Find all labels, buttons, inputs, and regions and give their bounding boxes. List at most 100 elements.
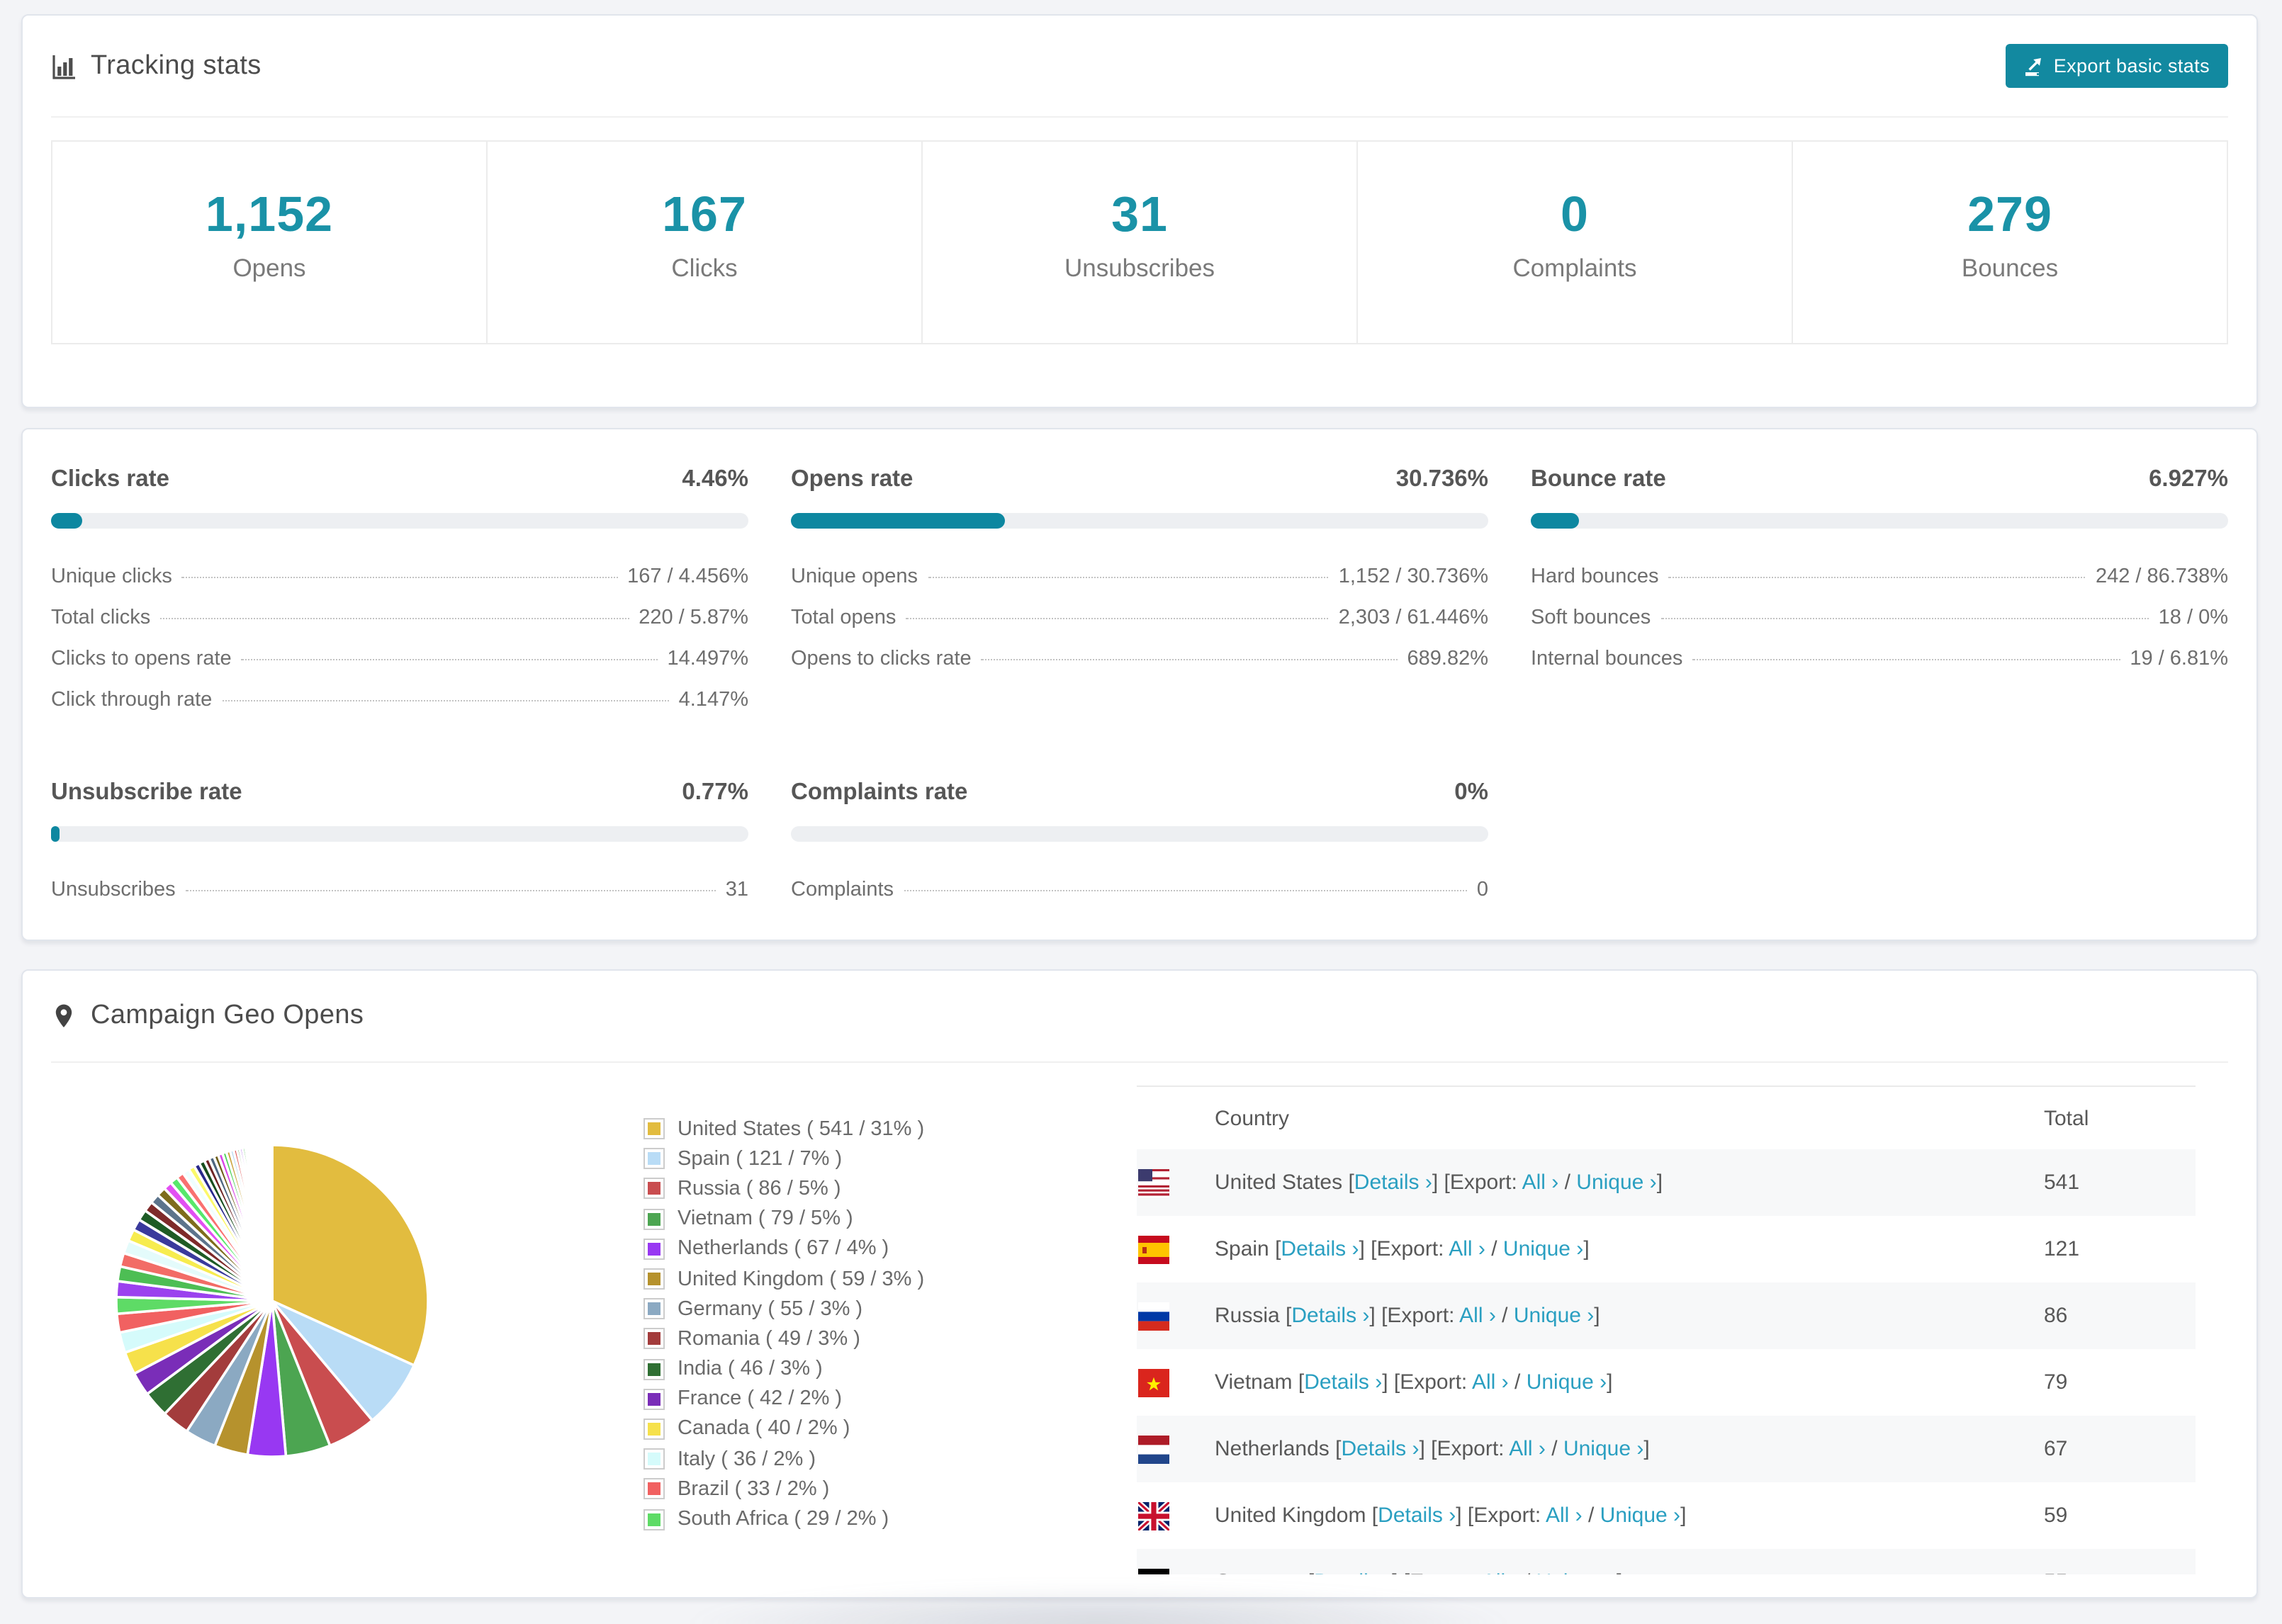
- legend-item-united-kingdom[interactable]: United Kingdom ( 59 / 3% ): [643, 1264, 924, 1294]
- legend-label: United States ( 541 / 31% ): [678, 1117, 925, 1141]
- legend-item-canada[interactable]: Canada ( 40 / 2% ): [643, 1414, 924, 1444]
- table-row-us: United States [Details ›] [Export: All ›…: [1137, 1149, 2196, 1216]
- legend-item-spain[interactable]: Spain ( 121 / 7% ): [643, 1144, 924, 1173]
- export-all-link[interactable]: All ›: [1522, 1171, 1559, 1195]
- legend-item-united-states[interactable]: United States ( 541 / 31% ): [643, 1114, 924, 1144]
- detail-label: Hard bounces: [1531, 565, 1659, 587]
- details-link[interactable]: Details ›: [1304, 1370, 1383, 1394]
- export-all-link[interactable]: All ›: [1545, 1504, 1583, 1528]
- stat-label: Bounces: [1961, 254, 2059, 282]
- export-unique-link[interactable]: Unique ›: [1536, 1570, 1617, 1574]
- detail-value: 14.497%: [667, 647, 749, 670]
- row-text: Netherlands [: [1215, 1437, 1342, 1461]
- rate-block-opens-rate: Opens rate 30.736% Unique opens 1,152 / …: [791, 466, 1488, 720]
- detail-label: Complaints: [791, 878, 894, 901]
- export-all-link[interactable]: All ›: [1449, 1237, 1485, 1261]
- legend-label: Germany ( 55 / 3% ): [678, 1297, 863, 1321]
- details-link[interactable]: Details ›: [1314, 1570, 1392, 1574]
- rate-detail-row: Total opens 2,303 / 61.446%: [791, 597, 1488, 638]
- legend-label: United Kingdom ( 59 / 3% ): [678, 1268, 925, 1291]
- legend-item-vietnam[interactable]: Vietnam ( 79 / 5% ): [643, 1204, 924, 1234]
- row-text: United States [: [1215, 1171, 1354, 1195]
- detail-label: Unique clicks: [51, 565, 172, 587]
- flag-icon-ru: [1138, 1302, 1169, 1330]
- row-text: ] [Export:: [1419, 1437, 1510, 1461]
- legend-item-india[interactable]: India ( 46 / 3% ): [643, 1354, 924, 1384]
- rate-detail-row: Soft bounces 18 / 0%: [1531, 597, 2228, 638]
- dotted-leader: [981, 658, 1398, 660]
- country-column-header: Country: [1215, 1106, 1290, 1130]
- legend-item-russia[interactable]: Russia ( 86 / 5% ): [643, 1174, 924, 1204]
- bar-chart-icon: [52, 55, 75, 79]
- dotted-leader: [906, 617, 1329, 619]
- flag-icon-es: [1138, 1235, 1169, 1263]
- legend-swatch: [643, 1418, 665, 1440]
- dotted-leader: [241, 658, 658, 660]
- export-all-link[interactable]: All ›: [1459, 1304, 1496, 1328]
- table-row-nl: Netherlands [Details ›] [Export: All › /…: [1137, 1416, 2196, 1482]
- details-link[interactable]: Details ›: [1281, 1237, 1359, 1261]
- rate-title: Opens rate: [791, 466, 914, 492]
- rate-block-bounce-rate: Bounce rate 6.927% Hard bounces 242 / 86…: [1531, 466, 2228, 720]
- legend-item-south-africa[interactable]: South Africa ( 29 / 2% ): [643, 1504, 924, 1534]
- legend-item-italy[interactable]: Italy ( 36 / 2% ): [643, 1444, 924, 1474]
- total-cell: 86: [2044, 1304, 2068, 1328]
- legend-swatch: [643, 1178, 665, 1200]
- export-button-label: Export basic stats: [2053, 55, 2210, 77]
- row-text: ]: [1680, 1504, 1687, 1528]
- rate-block-unsubscribe-rate: Unsubscribe rate 0.77% Unsubscribes 31: [51, 779, 748, 910]
- export-unique-link[interactable]: Unique ›: [1563, 1437, 1644, 1461]
- pie-slice-united-states[interactable]: [271, 1144, 429, 1368]
- legend-label: India ( 46 / 3% ): [678, 1358, 823, 1381]
- rate-progress-fill: [791, 513, 1006, 529]
- rate-progress-bar: [1531, 513, 2228, 529]
- row-text: Russia [: [1215, 1304, 1292, 1328]
- detail-value: 689.82%: [1407, 647, 1489, 670]
- pie-slice-other[interactable]: [270, 1144, 274, 1302]
- stat-label: Complaints: [1512, 254, 1637, 282]
- details-link[interactable]: Details ›: [1378, 1504, 1456, 1528]
- details-link[interactable]: Details ›: [1341, 1437, 1420, 1461]
- row-text: ] [Export:: [1392, 1570, 1482, 1574]
- geo-table-header-row: Country Total: [1137, 1086, 2196, 1149]
- geo-card-title: Campaign Geo Opens: [91, 1000, 364, 1030]
- export-all-link[interactable]: All ›: [1471, 1370, 1509, 1394]
- details-link[interactable]: Details ›: [1354, 1171, 1432, 1195]
- export-unique-link[interactable]: Unique ›: [1576, 1171, 1657, 1195]
- tracking-stats-header: Tracking stats Export basic stats: [51, 16, 2228, 118]
- export-all-link[interactable]: All ›: [1482, 1570, 1519, 1574]
- rate-progress-bar: [51, 826, 748, 842]
- legend-item-germany[interactable]: Germany ( 55 / 3% ): [643, 1294, 924, 1324]
- rate-title: Clicks rate: [51, 466, 169, 492]
- legend-item-france[interactable]: France ( 42 / 2% ): [643, 1384, 924, 1414]
- legend-item-netherlands[interactable]: Netherlands ( 67 / 4% ): [643, 1234, 924, 1264]
- rate-value: 4.46%: [682, 466, 748, 492]
- rate-progress-fill: [51, 826, 60, 842]
- dotted-leader: [928, 576, 1329, 577]
- geo-card-header: Campaign Geo Opens: [51, 971, 2228, 1063]
- export-basic-stats-button[interactable]: Export basic stats: [2005, 44, 2228, 88]
- detail-label: Unique opens: [791, 565, 918, 587]
- export-unique-link[interactable]: Unique ›: [1513, 1304, 1595, 1328]
- stat-cell-opens: 1,152 Opens: [52, 142, 488, 343]
- details-link[interactable]: Details ›: [1291, 1304, 1370, 1328]
- campaign-geo-opens-card: Campaign Geo Opens United States ( 541 /…: [21, 969, 2258, 1598]
- legend-item-brazil[interactable]: Brazil ( 33 / 2% ): [643, 1474, 924, 1504]
- export-unique-link[interactable]: Unique ›: [1600, 1504, 1681, 1528]
- detail-value: 31: [725, 878, 748, 901]
- rate-detail-row: Internal bounces 19 / 6.81%: [1531, 638, 2228, 679]
- flag-icon-nl: [1138, 1435, 1169, 1463]
- detail-value: 1,152 / 30.736%: [1338, 565, 1488, 587]
- legend-label: Canada ( 40 / 2% ): [678, 1417, 850, 1440]
- export-unique-link[interactable]: Unique ›: [1502, 1237, 1584, 1261]
- legend-item-romania[interactable]: Romania ( 49 / 3% ): [643, 1324, 924, 1354]
- rate-detail-row: Clicks to opens rate 14.497%: [51, 638, 748, 679]
- row-text: ] [Export:: [1456, 1504, 1546, 1528]
- export-unique-link[interactable]: Unique ›: [1526, 1370, 1607, 1394]
- legend-label: Russia ( 86 / 5% ): [678, 1177, 841, 1200]
- export-all-link[interactable]: All ›: [1509, 1437, 1546, 1461]
- row-text: ]: [1594, 1304, 1600, 1328]
- rate-title: Complaints rate: [791, 779, 968, 805]
- stat-cell-bounces: 279 Bounces: [1793, 142, 2227, 343]
- total-cell: 59: [2044, 1504, 2068, 1528]
